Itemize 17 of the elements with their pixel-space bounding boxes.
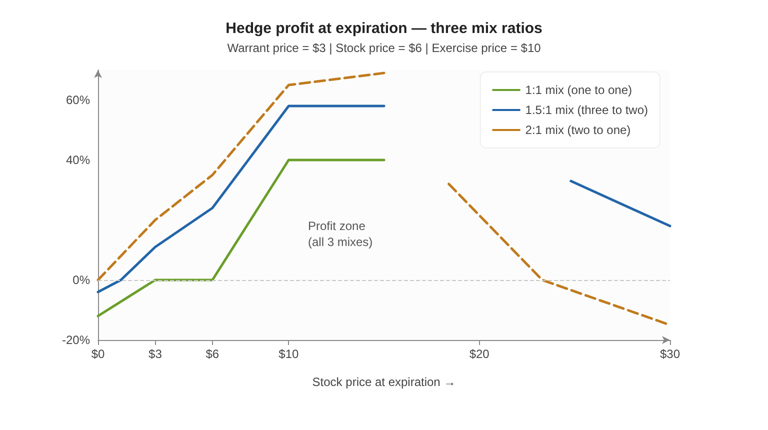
chart-title: Hedge profit at expiration — three mix ratios [226,20,542,37]
y-tick-label: 0% [72,273,90,287]
y-tick-label: 60% [66,93,90,107]
x-tick-label: $3 [148,347,162,361]
x-tick-label: $30 [660,347,680,361]
chart-subtitle: Warrant price = $3 | Stock price = $6 | Exercise price = $10 [227,41,542,55]
annotation: Profit zone (all 3 mixes) [308,219,373,249]
x-tick-label: $6 [206,347,220,361]
x-axis-title: Stock price at expiration → [312,375,456,389]
y-tick-label: -20% [62,333,90,347]
legend-label: 1.5:1 mix (three to two) [525,103,648,117]
legend-label: 1:1 mix (one to one) [525,83,632,97]
x-tick-label: $20 [469,347,490,361]
y-tick-label: 40% [66,153,90,167]
legend-label: 2:1 mix (two to one) [525,123,631,137]
x-tick-label: $0 [91,347,105,361]
x-tick-label: $10 [278,347,299,361]
